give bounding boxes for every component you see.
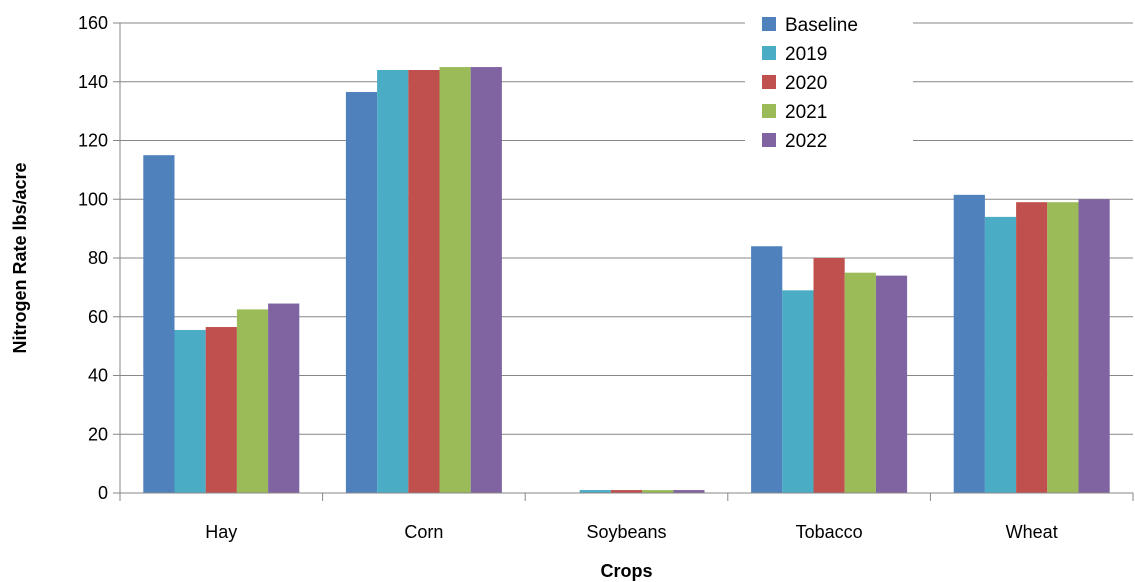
bar-tobacco-2021	[844, 272, 876, 493]
x-tick-labels: Hay Corn Soybeans Tobacco Wheat	[205, 522, 1057, 542]
bar-tobacco-2022	[875, 275, 908, 493]
bar-soybeans-2019	[579, 490, 611, 493]
y-tick-label: 0	[98, 483, 108, 503]
y-tick-label: 40	[88, 366, 108, 386]
y-tick-labels: 0 20 40 60 80 100 120 140 160	[78, 13, 108, 503]
bar-tobacco-2019	[782, 290, 814, 493]
bar-tobacco-2020	[813, 258, 845, 493]
y-tick-label: 100	[78, 189, 108, 209]
axes	[113, 22, 1134, 501]
y-tick-label: 80	[88, 248, 108, 268]
bar-soybeans-2020	[610, 490, 643, 493]
legend-label: 2019	[785, 44, 827, 65]
legend-swatch	[762, 17, 776, 31]
legend-label: Baseline	[785, 15, 858, 36]
y-tick-label: 120	[78, 131, 108, 151]
legend: Baseline 2019 2020 2021 2022	[745, 8, 913, 159]
legend-swatch	[762, 133, 776, 147]
bar-soybeans-2022	[673, 490, 705, 493]
x-tick-label: Tobacco	[796, 522, 863, 542]
y-tick-label: 160	[78, 13, 108, 33]
x-tick-label: Hay	[205, 522, 237, 542]
legend-swatch	[762, 46, 776, 60]
bar-hay-2019	[174, 329, 206, 493]
bar-hay-2022	[268, 303, 300, 493]
bar-tobacco-baseline	[751, 246, 783, 493]
bar-wheat-2019	[984, 216, 1017, 493]
x-tick-label: Wheat	[1006, 522, 1058, 542]
legend-swatch	[762, 104, 776, 118]
y-tick-label: 60	[88, 307, 108, 327]
legend-label: 2020	[785, 73, 827, 94]
bar-wheat-2022	[1078, 199, 1110, 493]
bar-wheat-baseline	[953, 194, 985, 493]
bar-hay-2020	[205, 327, 237, 493]
bar-hay-baseline	[143, 155, 175, 493]
bar-wheat-2020	[1016, 202, 1048, 493]
x-tick-label: Corn	[404, 522, 443, 542]
y-axis-title: Nitrogen Rate lbs/acre	[10, 162, 30, 353]
legend-swatch	[762, 75, 776, 89]
bar-hay-2021	[236, 309, 269, 493]
bar-soybeans-2021	[642, 490, 674, 493]
bar-corn-2022	[470, 67, 502, 493]
x-axis-title: Crops	[600, 561, 652, 581]
y-tick-label: 20	[88, 424, 108, 444]
bar-corn-2021	[439, 67, 471, 493]
bar-corn-baseline	[345, 92, 378, 493]
bars	[143, 67, 1110, 493]
bar-wheat-2021	[1047, 202, 1079, 493]
y-tick-label: 140	[78, 72, 108, 92]
legend-label: 2021	[785, 102, 827, 123]
bar-corn-2020	[408, 70, 440, 493]
legend-label: 2022	[785, 131, 827, 152]
x-tick-label: Soybeans	[586, 522, 666, 542]
bar-corn-2019	[377, 70, 409, 493]
